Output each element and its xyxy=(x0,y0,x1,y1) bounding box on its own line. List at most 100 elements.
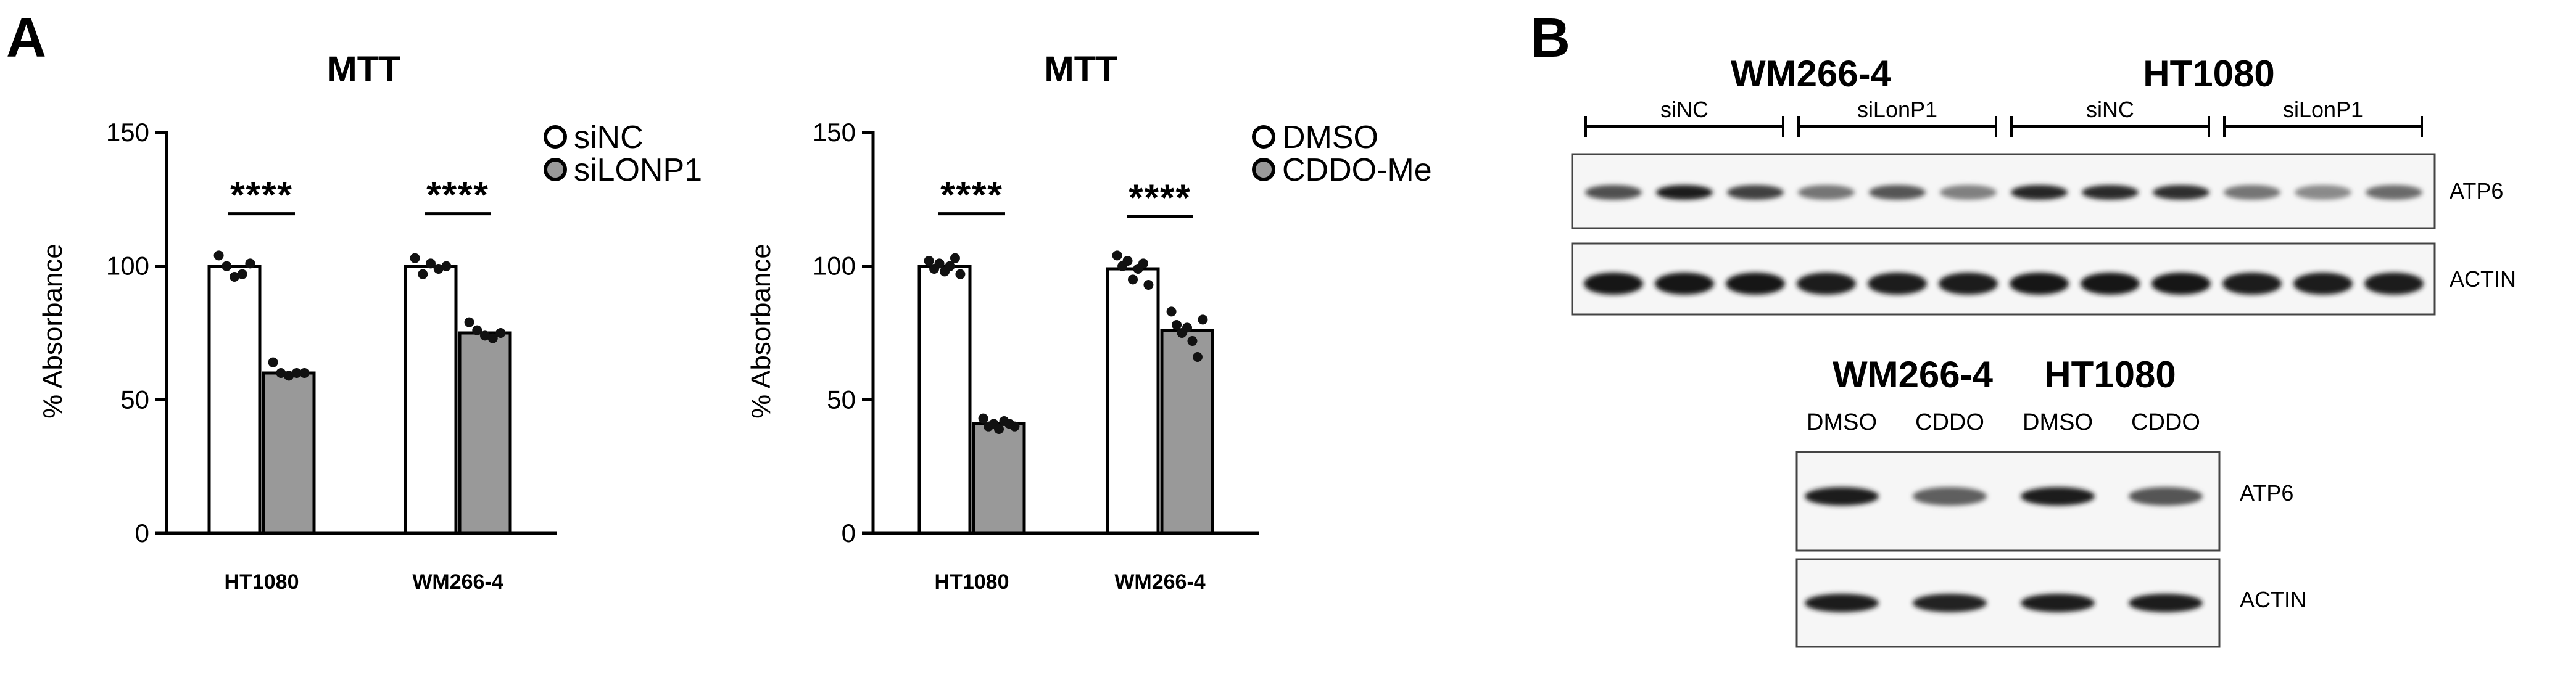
blot-membrane-atp6 xyxy=(1571,153,2436,229)
bar-treated xyxy=(262,371,316,535)
data-point xyxy=(1009,421,1020,432)
condition-label: siNC xyxy=(2086,97,2134,122)
x-tick-label: HT1080 xyxy=(225,570,299,594)
legend-label: CDDO-Me xyxy=(1282,152,1432,188)
data-point xyxy=(268,357,278,367)
legend-swatch-control xyxy=(1252,125,1275,149)
data-point xyxy=(433,264,444,274)
data-point xyxy=(480,330,490,341)
protein-band xyxy=(2153,185,2209,200)
y-tick-label: 100 xyxy=(106,252,149,281)
bar-control xyxy=(1106,267,1160,535)
legend: siNC siLONP1 xyxy=(544,120,702,188)
atp6-bands xyxy=(1585,185,2422,200)
condition-label: siLonP1 xyxy=(2283,97,2363,122)
protein-band xyxy=(2224,185,2280,200)
protein-band xyxy=(2011,185,2068,200)
bar-control xyxy=(404,265,458,535)
data-point xyxy=(978,413,988,424)
protein-band xyxy=(1798,185,1855,200)
panel-label-a: A xyxy=(6,7,46,69)
data-point xyxy=(1192,352,1203,362)
data-point xyxy=(276,368,286,378)
data-point xyxy=(924,256,934,266)
data-point xyxy=(1198,314,1208,325)
protein-band xyxy=(1655,273,1714,295)
data-point xyxy=(1172,320,1182,330)
chart-title: MTT xyxy=(1044,49,1117,89)
bar-control xyxy=(917,265,972,535)
condition-label: siNC xyxy=(1660,97,1708,122)
y-axis-label: % Absorbance xyxy=(38,244,68,419)
protein-band xyxy=(2129,487,2203,506)
panel-label-b: B xyxy=(1530,7,1570,69)
protein-band xyxy=(2010,273,2069,295)
protein-band xyxy=(2366,185,2422,200)
data-point xyxy=(1122,256,1133,266)
protein-band xyxy=(1869,185,1926,200)
y-tick-label: 0 xyxy=(842,519,856,548)
data-point xyxy=(1112,250,1122,261)
protein-band xyxy=(1805,594,1879,612)
significance-stars: **** xyxy=(426,174,489,216)
protein-band xyxy=(2295,185,2351,200)
data-point xyxy=(955,269,966,279)
legend-swatch-treated xyxy=(544,158,567,181)
protein-band xyxy=(2364,273,2424,295)
protein-label: ACTIN xyxy=(2240,587,2306,612)
data-point xyxy=(299,368,310,378)
western-blot-sirna: WM266-4 HT1080 siNC siNC siLonP1 siLonP1… xyxy=(1571,53,2516,316)
legend-label: siLONP1 xyxy=(574,152,702,188)
protein-band xyxy=(1939,273,1998,295)
significance-markers: **** **** xyxy=(938,174,1193,218)
data-point xyxy=(950,253,960,263)
data-point xyxy=(934,258,945,269)
protein-label: ATP6 xyxy=(2450,178,2503,203)
protein-label: ACTIN xyxy=(2450,266,2516,292)
data-point xyxy=(1166,306,1177,317)
data-point xyxy=(1128,274,1138,285)
data-point xyxy=(994,424,1004,434)
data-point xyxy=(495,328,506,338)
condition-label: DMSO xyxy=(2023,409,2093,435)
legend-label: DMSO xyxy=(1282,120,1378,155)
bar-control xyxy=(207,265,262,535)
protein-band xyxy=(1805,487,1879,506)
legend-swatch-control xyxy=(544,125,567,149)
bars xyxy=(207,265,512,535)
x-tick-label: WM266-4 xyxy=(412,570,503,594)
data-points xyxy=(924,250,1208,434)
y-tick-label: 100 xyxy=(813,252,856,281)
significance-stars: **** xyxy=(1129,177,1191,218)
data-point xyxy=(230,272,239,282)
data-point xyxy=(284,371,294,381)
legend-swatch-treated xyxy=(1252,158,1275,181)
protein-band xyxy=(2081,273,2140,295)
data-point xyxy=(410,253,420,263)
bar-treated xyxy=(458,331,512,535)
condition-label: siLonP1 xyxy=(1857,97,1937,122)
protein-band xyxy=(1940,185,1997,200)
data-point xyxy=(222,261,232,271)
protein-band xyxy=(1797,273,1856,295)
protein-band xyxy=(1913,487,1987,506)
mtt-chart-sirna: MTT % Absorbance 0 50 100 150 **** **** HT10… xyxy=(38,49,702,594)
blot-cell-line-label: HT1080 xyxy=(2143,53,2274,94)
blot-membrane-actin xyxy=(1571,242,2436,316)
protein-band xyxy=(1913,594,1987,612)
protein-band xyxy=(1656,185,1713,200)
data-point xyxy=(418,269,428,279)
data-point xyxy=(464,317,474,327)
protein-band xyxy=(1584,273,1643,295)
x-tick-label: WM266-4 xyxy=(1114,570,1205,594)
mtt-chart-cddo: MTT % Absorbance 0 50 100 150 **** **** HT10… xyxy=(746,49,1432,594)
y-axis-label: % Absorbance xyxy=(746,244,776,419)
condition-label: CDDO xyxy=(2131,409,2200,435)
data-point xyxy=(245,258,255,269)
data-point xyxy=(487,333,498,343)
western-blot-cddo: WM266-4 HT1080 DMSO CDDO DMSO CDDO ATP6 … xyxy=(1795,354,2306,648)
lane-brackets xyxy=(1584,116,2423,137)
actin-bands xyxy=(1584,273,2424,295)
legend-label: siNC xyxy=(574,120,644,155)
